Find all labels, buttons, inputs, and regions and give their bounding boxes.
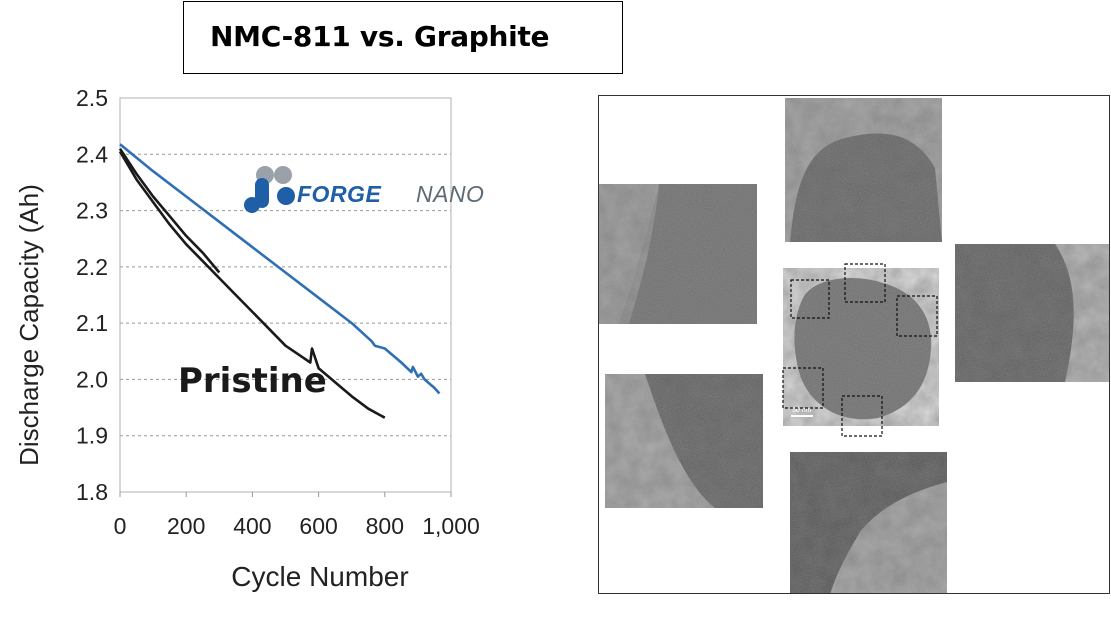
title-box: NMC-811 vs. Graphite: [183, 1, 623, 74]
x-tick-label: 600: [299, 513, 337, 539]
y-tick-label: 2.0: [76, 366, 108, 392]
region-markers: [782, 263, 938, 437]
y-tick-labels: 1.8 1.9 2.0 2.1 2.2 2.3 2.4 2.5: [76, 85, 108, 505]
logo-text-nano: NANO: [416, 181, 484, 207]
y-tick-label: 2.4: [76, 141, 108, 167]
marker-top-center: [844, 263, 886, 303]
series-line-1: [119, 143, 441, 395]
forge-nano-logo-icon: [244, 166, 295, 213]
tem-inset-right: [955, 244, 1109, 382]
gridlines: [120, 153, 451, 437]
marker-top-left: [790, 279, 830, 319]
forge-nano-logo: FORGE NANO: [244, 166, 484, 213]
y-tick-label: 2.3: [76, 198, 108, 224]
pristine-label: Pristine: [178, 361, 327, 401]
tem-inset-bottom-left: [605, 374, 763, 508]
tem-inset-top-center: [785, 98, 942, 242]
y-tick-label: 2.2: [76, 254, 108, 280]
x-tick-label: 0: [114, 513, 127, 539]
series-lines: [118, 143, 441, 419]
x-axis-label: Cycle Number: [231, 561, 408, 592]
x-tick-label: 800: [366, 513, 404, 539]
capacity-chart: 1.8 1.9 2.0 2.1 2.2 2.3 2.4 2.5 0 200 400 600 800 1,…: [14, 85, 484, 592]
y-tick-label: 1.8: [76, 479, 108, 505]
marker-bottom-left: [782, 367, 824, 409]
series-line-3: [118, 147, 221, 274]
marker-bottom-center: [841, 395, 883, 437]
plot-frame: [119, 97, 452, 493]
y-tick-label: 1.9: [76, 423, 108, 449]
y-axis-label: Discharge Capacity (Ah): [14, 184, 44, 466]
tem-micrograph-panel: 50 nm: [598, 95, 1110, 594]
logo-text-forge: FORGE: [297, 181, 381, 207]
y-tick-label: 2.1: [76, 310, 108, 336]
x-tick-label: 400: [233, 513, 271, 539]
x-tick-labels: 0 200 400 600 800 1,000: [114, 492, 480, 539]
chart-title: NMC-811 vs. Graphite: [210, 20, 550, 53]
series-line-2: [118, 150, 386, 419]
x-tick-label: 200: [167, 513, 205, 539]
scale-bar-label: 50 nm: [792, 407, 812, 414]
tem-inset-top-left: [599, 184, 757, 324]
y-tick-label: 2.5: [76, 85, 108, 111]
tem-inset-bottom-center: [790, 452, 947, 593]
x-tick-label: 1,000: [422, 513, 480, 539]
marker-right: [896, 295, 938, 337]
